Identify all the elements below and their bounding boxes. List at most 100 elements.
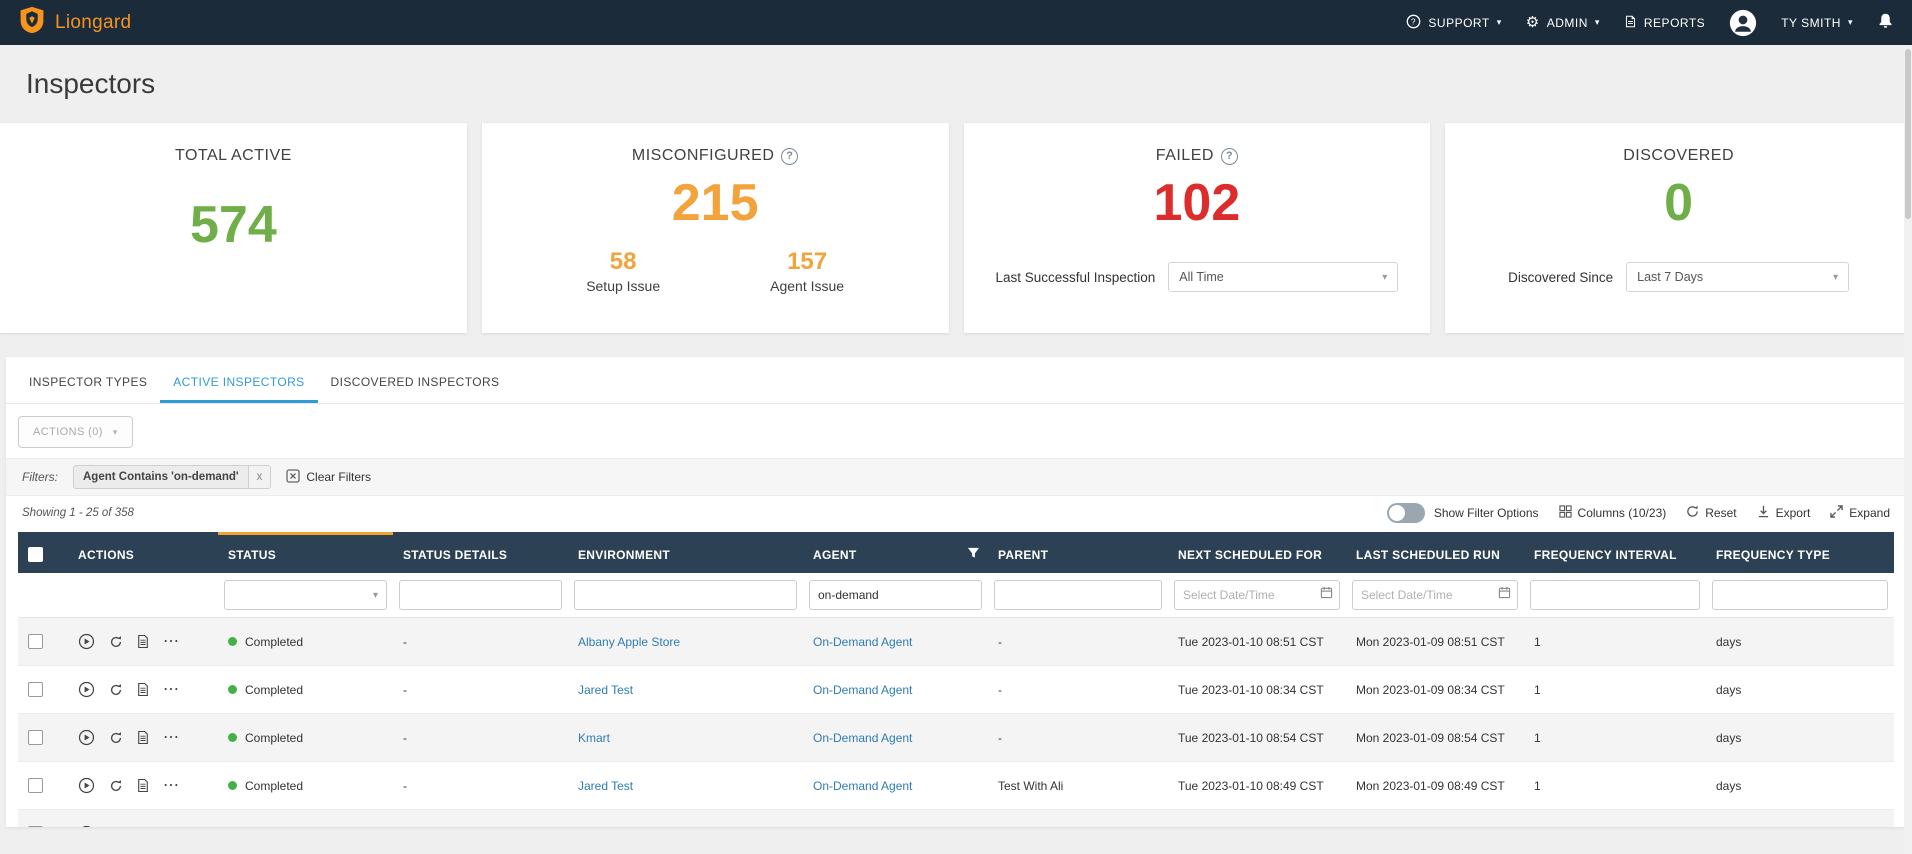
calendar-icon[interactable] [1320, 586, 1333, 604]
run-now-play-icon[interactable] [78, 777, 95, 794]
more-actions-icon[interactable]: ⋯ [163, 825, 180, 827]
parent-cell: - [988, 617, 1168, 667]
run-now-play-icon[interactable] [78, 729, 95, 746]
column-header-frequency-interval[interactable]: FREQUENCY INTERVAL [1524, 532, 1706, 574]
document-icon[interactable] [137, 778, 149, 793]
avatar[interactable] [1729, 9, 1757, 37]
row-checkbox[interactable] [28, 634, 43, 650]
last-scheduled-cell: Mon 2023-01-09 08:34 CST [1346, 665, 1524, 715]
filter-empty-cell [68, 573, 218, 619]
next-scheduled-cell: Mon 2023-01-09 16:00 CST [1168, 809, 1346, 827]
tab-active-inspectors[interactable]: ACTIVE INSPECTORS [160, 363, 318, 403]
nav-admin[interactable]: ⚙ ADMIN ▾ [1526, 15, 1600, 30]
help-icon[interactable]: ? [781, 147, 799, 165]
refresh-icon[interactable] [109, 683, 123, 697]
refresh-icon[interactable] [109, 779, 123, 793]
show-filter-options-toggle[interactable] [1386, 503, 1425, 523]
column-header-environment[interactable]: ENVIRONMENT [568, 532, 803, 574]
frequency-interval-cell: 1 [1524, 617, 1706, 667]
run-now-play-icon[interactable] [78, 633, 95, 650]
reset-icon [1686, 505, 1699, 521]
actions-button[interactable]: ACTIONS (0) ▾ [18, 416, 133, 448]
more-actions-icon[interactable]: ⋯ [163, 632, 180, 650]
tab-inspector-types[interactable]: INSPECTOR TYPES [29, 375, 148, 389]
select-all-checkbox[interactable] [28, 547, 43, 563]
table-row: ⋯ Completed - Kmart On-Demand Agent - Tu… [18, 713, 1894, 763]
nav-support[interactable]: ? SUPPORT ▾ [1406, 14, 1501, 32]
more-actions-icon[interactable]: ⋯ [163, 680, 180, 698]
row-checkbox[interactable] [28, 826, 43, 827]
inspectors-table: ACTIONS STATUS STATUS DETAILS ENVIRONMEN… [18, 532, 1894, 827]
tab-discovered-inspectors[interactable]: DISCOVERED INSPECTORS [330, 375, 500, 389]
column-header-parent[interactable]: PARENT [988, 532, 1168, 574]
calendar-icon[interactable] [1498, 586, 1511, 604]
last-scheduled-cell: Mon 2023-01-09 08:51 CST [1346, 617, 1524, 667]
filter-funnel-icon[interactable] [967, 546, 980, 562]
refresh-icon[interactable] [109, 635, 123, 649]
row-checkbox[interactable] [28, 730, 43, 746]
status-filter-select[interactable]: ▾ [224, 580, 387, 611]
frequency-interval-cell: 1 [1524, 761, 1706, 811]
agent-issue-label: Agent Issue [770, 278, 845, 295]
agent-link[interactable]: On-Demand Agent [813, 730, 913, 745]
document-icon[interactable] [137, 634, 149, 649]
run-now-play-icon[interactable] [78, 825, 95, 827]
user-menu[interactable]: TY SMITH ▾ [1781, 16, 1853, 30]
frequency-interval-filter-input[interactable] [1530, 580, 1700, 611]
discovered-filter: Discovered Since Last 7 Days ▾ [1508, 262, 1850, 293]
row-checkbox[interactable] [28, 682, 43, 698]
agent-link[interactable]: On-Demand Agent [813, 682, 913, 697]
environment-link[interactable]: Kmart [578, 730, 611, 745]
agent-filter-input[interactable] [809, 580, 982, 611]
document-icon[interactable] [137, 826, 149, 827]
remove-filter-icon[interactable]: x [247, 466, 271, 488]
table-toolbar-controls: Show Filter Options Columns (10/23) Rese… [1386, 503, 1890, 523]
agent-link[interactable]: On-Demand Agent [813, 634, 913, 649]
environment-link[interactable]: Albany Apple Store [578, 634, 681, 649]
reset-button[interactable]: Reset [1686, 505, 1737, 521]
environment-link[interactable]: Jared Test [578, 778, 634, 793]
last-scheduled-filter-input[interactable] [1352, 580, 1518, 611]
document-icon[interactable] [137, 682, 149, 697]
card-failed: FAILED ? 102 Last Successful Inspection … [963, 123, 1431, 333]
card-total-active-label: TOTAL ACTIVE [174, 147, 292, 164]
column-header-status[interactable]: STATUS [218, 532, 393, 574]
actions-button-label: ACTIONS (0) [33, 426, 103, 438]
status-details-filter-input[interactable] [399, 580, 562, 611]
column-header-last-scheduled[interactable]: LAST SCHEDULED RUN [1346, 532, 1524, 574]
more-actions-icon[interactable]: ⋯ [163, 728, 180, 746]
last-successful-inspection-select[interactable]: All Time ▾ [1168, 262, 1399, 293]
parent-filter-input[interactable] [994, 580, 1162, 611]
column-header-status-details[interactable]: STATUS DETAILS [393, 532, 568, 574]
show-filter-options-label: Show Filter Options [1433, 506, 1539, 520]
column-header-frequency-type[interactable]: FREQUENCY TYPE [1706, 532, 1894, 574]
expand-button[interactable]: Expand [1830, 505, 1890, 521]
filter-chip[interactable]: Agent Contains 'on-demand' x [73, 465, 272, 489]
help-icon[interactable]: ? [1220, 147, 1238, 165]
column-header-agent[interactable]: AGENT [803, 532, 988, 574]
next-scheduled-filter-input[interactable] [1174, 580, 1340, 611]
frequency-type-filter-input[interactable] [1712, 580, 1888, 611]
agent-link[interactable]: On-Demand Agent [813, 778, 913, 793]
document-icon[interactable] [137, 730, 149, 745]
export-button[interactable]: Export [1757, 505, 1810, 521]
nav-reports-label: REPORTS [1643, 15, 1706, 30]
scrollbar-thumb[interactable] [1905, 49, 1911, 219]
refresh-icon[interactable] [109, 731, 123, 745]
clear-filters-button[interactable]: Clear Filters [286, 468, 371, 486]
row-checkbox[interactable] [28, 778, 43, 794]
status-dot-icon [228, 733, 237, 743]
discovered-since-select[interactable]: Last 7 Days ▾ [1626, 262, 1850, 293]
run-now-play-icon[interactable] [78, 681, 95, 698]
nav-reports[interactable]: REPORTS [1624, 14, 1705, 32]
column-header-actions[interactable]: ACTIONS [68, 532, 218, 574]
more-actions-icon[interactable]: ⋯ [163, 776, 180, 794]
nav-admin-label: ADMIN [1546, 15, 1588, 30]
environment-filter-input[interactable] [574, 580, 797, 611]
environment-link[interactable]: Jared Test [578, 682, 634, 697]
vertical-scrollbar[interactable] [1904, 45, 1912, 854]
notifications-bell[interactable] [1877, 12, 1894, 33]
columns-button[interactable]: Columns (10/23) [1558, 505, 1666, 521]
brand-home-link[interactable]: Liongard [18, 5, 131, 40]
column-header-next-scheduled[interactable]: NEXT SCHEDULED FOR [1168, 532, 1346, 574]
